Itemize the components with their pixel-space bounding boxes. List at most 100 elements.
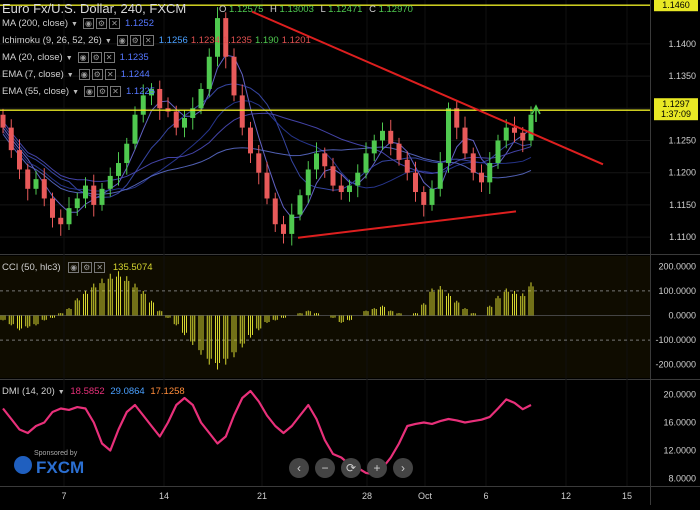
- dropdown-icon[interactable]: ▼: [104, 38, 112, 46]
- indicator-row[interactable]: MA (200, close) ▼ ◉ ⚙ ✕ 1.1252: [2, 18, 154, 29]
- high-price-text: 1.1460: [662, 0, 690, 10]
- eye-icon[interactable]: ◉: [82, 18, 94, 29]
- gear-icon[interactable]: ⚙: [90, 52, 102, 63]
- candle-body: [116, 163, 121, 176]
- candle-body: [8, 127, 14, 151]
- candle-body: [520, 132, 526, 141]
- indicator-row[interactable]: MA (20, close) ▼ ◉ ⚙ ✕ 1.1235: [2, 52, 149, 63]
- candle-body: [215, 18, 220, 57]
- candle-body: [83, 185, 88, 199]
- dmi-line: [2, 389, 532, 476]
- close-icon[interactable]: ✕: [110, 86, 121, 97]
- dropdown-icon[interactable]: ▼: [71, 21, 78, 29]
- zoom-out-button[interactable]: −: [315, 458, 335, 478]
- x-tick-label: 7: [61, 491, 66, 501]
- candle-body: [99, 188, 105, 205]
- low-label: L: [320, 4, 326, 15]
- indicator-label: MA (20, close): [2, 52, 63, 64]
- candle-body: [355, 172, 361, 186]
- dmi-tick-label: 8.0000: [668, 474, 696, 484]
- candle-body: [256, 153, 262, 173]
- dmi-tick-label: 20.0000: [663, 390, 696, 400]
- cci-tick-label: -200.0000: [655, 360, 696, 370]
- indicator-value: 1.1225: [126, 86, 156, 98]
- close-icon[interactable]: ✕: [142, 35, 154, 46]
- indicator-row[interactable]: EMA (7, close) ▼ ◉ ⚙ ✕ 1.1244: [2, 69, 150, 80]
- gear-icon[interactable]: ⚙: [97, 86, 108, 97]
- candle-body: [17, 150, 22, 170]
- close-icon: ✕: [94, 262, 106, 273]
- candle-body: [305, 169, 311, 196]
- gear-icon[interactable]: ⚙: [91, 69, 103, 80]
- close-icon[interactable]: ✕: [103, 52, 115, 63]
- x-tick-label: 21: [257, 491, 267, 501]
- indicator-row[interactable]: Ichimoku (9, 26, 52, 26) ▼ ◉ ⚙ ✕ 1.1256 1.1234…: [2, 35, 311, 46]
- price-tick-label: 1.1200: [668, 168, 696, 178]
- candle-body: [404, 159, 410, 173]
- eye-icon[interactable]: ◉: [116, 35, 128, 46]
- candle-body: [41, 179, 47, 199]
- price-tick-label: 1.1100: [669, 232, 696, 242]
- candle-body: [380, 130, 385, 141]
- indicator-buttons[interactable]: ◉ ⚙ ✕: [84, 86, 123, 97]
- scroll-back-button[interactable]: ‹: [289, 458, 309, 478]
- indicator-row[interactable]: EMA (55, close) ▼ ◉ ⚙ ✕ 1.1225: [2, 86, 155, 97]
- candle-body: [388, 130, 394, 144]
- price-tick-label: 1.1350: [668, 71, 696, 81]
- close-icon[interactable]: ✕: [108, 18, 120, 29]
- candle-body: [239, 95, 245, 128]
- sponsor-brand: FXCM: [36, 458, 85, 477]
- close-label: C: [369, 4, 376, 15]
- candle-body: [124, 143, 130, 164]
- close-icon[interactable]: ✕: [104, 69, 116, 80]
- indicator-value: 1.1235: [119, 52, 149, 64]
- cci-buttons[interactable]: ◉ ⚙ ✕: [68, 262, 107, 273]
- indicator-buttons[interactable]: ◉ ⚙ ✕: [82, 18, 122, 29]
- eye-icon[interactable]: ◉: [84, 86, 95, 97]
- countdown-text: 1:37:09: [661, 109, 691, 119]
- x-tick-label: 12: [561, 491, 571, 501]
- candle-body: [396, 143, 402, 160]
- open-value: 1.12575: [229, 4, 264, 15]
- close-value: 1.12970: [378, 4, 413, 15]
- candle-body: [190, 108, 196, 118]
- cci-panel: [0, 256, 650, 378]
- dmi-value-3: 17.1258: [150, 386, 185, 397]
- dropdown-icon[interactable]: ▼: [57, 389, 65, 396]
- candle-body: [314, 153, 319, 170]
- cci-tick-label: 0.0000: [668, 311, 696, 321]
- dmi-value-1: 18.5852: [70, 386, 105, 397]
- candle-body: [363, 153, 369, 173]
- candle-body: [198, 88, 204, 109]
- open-label: O: [219, 4, 227, 15]
- indicator-value: 1.190: [254, 35, 279, 47]
- eye-icon[interactable]: ◉: [78, 69, 90, 80]
- moving-average-line: [2, 112, 532, 182]
- reset-button[interactable]: ⟳: [341, 458, 361, 478]
- candle-body: [74, 198, 80, 209]
- indicator-buttons[interactable]: ◉ ⚙ ✕: [78, 69, 118, 80]
- candle-body: [462, 127, 468, 154]
- moving-average-line: [2, 133, 532, 195]
- scroll-forward-button[interactable]: ›: [393, 458, 413, 478]
- candle-body: [33, 179, 39, 189]
- dropdown-icon[interactable]: ▼: [65, 55, 73, 63]
- indicator-buttons[interactable]: ◉ ⚙ ✕: [116, 35, 156, 46]
- indicator-label: EMA (55, close): [2, 86, 70, 98]
- x-tick-label: 14: [159, 491, 169, 501]
- candle-body: [347, 185, 352, 193]
- dropdown-icon[interactable]: ▼: [66, 72, 74, 80]
- price-panel: [0, 0, 650, 253]
- zoom-in-button[interactable]: +: [367, 458, 387, 478]
- indicator-buttons[interactable]: ◉ ⚙ ✕: [77, 52, 117, 63]
- dropdown-icon[interactable]: ▼: [72, 89, 79, 97]
- gear-icon[interactable]: ⚙: [129, 35, 141, 46]
- low-value: 1.12471: [328, 4, 363, 15]
- gear-icon[interactable]: ⚙: [95, 18, 107, 29]
- eye-icon[interactable]: ◉: [77, 52, 89, 63]
- candle-body: [281, 224, 286, 234]
- candle-body: [182, 117, 187, 128]
- candle-body: [107, 175, 113, 189]
